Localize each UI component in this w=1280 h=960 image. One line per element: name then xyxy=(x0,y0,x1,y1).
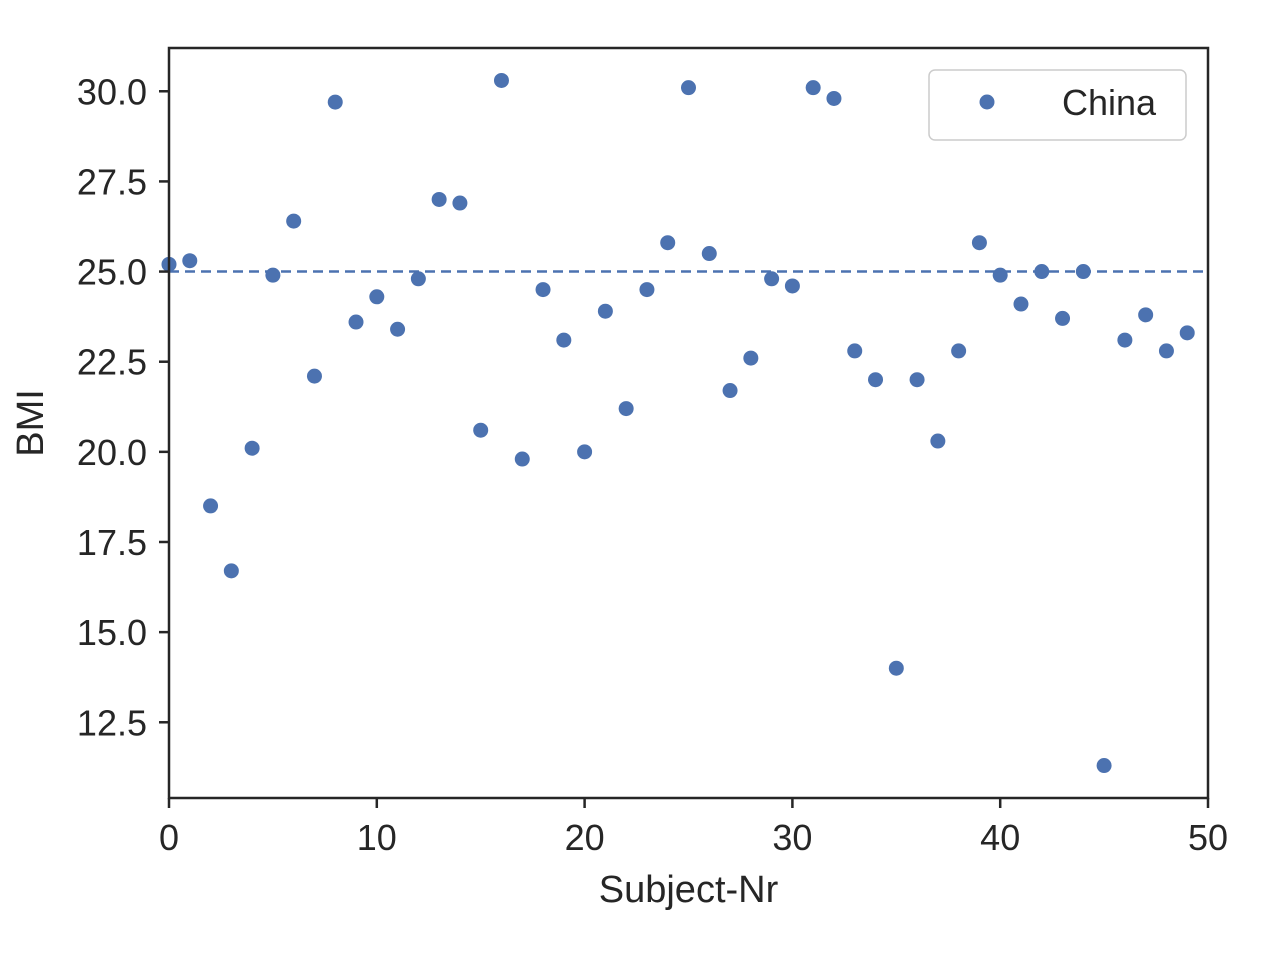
data-point xyxy=(951,343,967,359)
axes-layer xyxy=(167,46,1210,800)
data-point xyxy=(286,213,302,229)
data-point xyxy=(847,343,863,359)
y-tick-label: 27.5 xyxy=(77,161,147,202)
data-point xyxy=(764,271,780,287)
legend-marker xyxy=(979,94,995,110)
legend: China xyxy=(928,69,1187,141)
data-point xyxy=(306,368,322,384)
data-point xyxy=(1158,343,1174,359)
x-tick-label: 10 xyxy=(357,817,397,858)
y-tick-label: 12.5 xyxy=(77,702,147,743)
data-point xyxy=(909,372,925,388)
data-point xyxy=(1096,758,1112,774)
ticks-layer: 0 10 20 30 40 50 12.5 15.0 17.5 20.0 22.5 25.0 27.5 3… xyxy=(77,71,1228,858)
data-point xyxy=(701,246,717,262)
x-tick-label: 40 xyxy=(980,817,1020,858)
data-point xyxy=(369,289,385,305)
x-tick-label: 50 xyxy=(1188,817,1228,858)
data-point xyxy=(493,72,509,88)
data-point xyxy=(327,94,343,110)
data-point xyxy=(223,563,239,579)
data-point xyxy=(452,195,468,211)
x-axis-label: Subject-Nr xyxy=(599,869,779,911)
x-tick-label: 30 xyxy=(772,817,812,858)
data-point xyxy=(1013,296,1029,312)
data-point xyxy=(930,433,946,449)
data-point xyxy=(182,253,198,269)
data-point xyxy=(431,191,447,207)
data-point xyxy=(1138,307,1154,323)
data-point xyxy=(681,80,696,96)
y-tick-label: 30.0 xyxy=(77,71,147,112)
y-tick-label: 15.0 xyxy=(77,612,147,653)
y-tick-label: 20.0 xyxy=(77,432,147,473)
data-point xyxy=(514,451,530,467)
data-point xyxy=(743,350,759,366)
data-point xyxy=(805,80,821,96)
y-axis-label: BMI xyxy=(10,389,52,457)
data-point xyxy=(1117,332,1133,348)
data-point xyxy=(577,444,593,460)
data-point xyxy=(1075,264,1091,280)
y-tick-label: 25.0 xyxy=(77,252,147,293)
data-point xyxy=(1055,310,1071,326)
x-tick-label: 0 xyxy=(159,817,179,858)
y-tick-label: 22.5 xyxy=(77,342,147,383)
x-tick-label: 20 xyxy=(565,817,605,858)
data-point xyxy=(535,282,551,298)
plot-frame xyxy=(167,46,1210,800)
data-point xyxy=(556,332,572,348)
data-point xyxy=(888,660,904,676)
data-point xyxy=(265,267,281,283)
data-point xyxy=(992,267,1008,283)
data-point xyxy=(722,383,738,399)
data-point xyxy=(348,314,364,330)
data-point xyxy=(203,498,219,514)
data-point xyxy=(597,303,613,319)
data-point xyxy=(473,422,489,438)
data-point xyxy=(660,235,676,251)
data-point xyxy=(244,440,260,456)
data-point xyxy=(390,321,406,337)
data-points-layer xyxy=(161,72,1195,774)
data-point xyxy=(618,401,634,417)
y-tick-label: 17.5 xyxy=(77,522,147,563)
data-point xyxy=(826,90,842,106)
data-point xyxy=(868,372,884,388)
legend-label: China xyxy=(1062,82,1157,123)
data-point xyxy=(639,282,655,298)
data-point xyxy=(1034,264,1050,280)
data-point xyxy=(410,271,426,287)
data-point xyxy=(784,278,800,294)
legend-box xyxy=(928,69,1187,141)
data-point xyxy=(1179,325,1195,341)
data-point xyxy=(971,235,987,251)
